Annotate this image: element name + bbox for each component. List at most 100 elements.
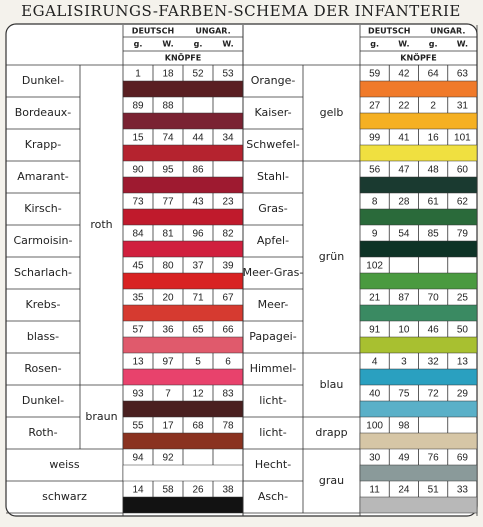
button-number: 13 [132, 357, 144, 368]
row-name: Apfel- [257, 234, 289, 247]
button-number: 31 [457, 101, 469, 112]
header-label: g. [370, 40, 379, 49]
button-number: 33 [457, 485, 469, 496]
header-label: DEUTSCH [132, 27, 174, 36]
button-number: 45 [132, 261, 144, 272]
group-label: grün [319, 250, 344, 263]
row-name: Rosen- [24, 362, 61, 375]
button-number: 68 [192, 421, 204, 432]
color-swatch [359, 336, 478, 354]
button-number: 9 [372, 229, 378, 240]
button-number: 3 [401, 357, 407, 368]
button-number: 28 [398, 197, 410, 208]
button-number: 7 [165, 389, 171, 400]
button-number: 98 [398, 421, 410, 432]
button-number: 72 [428, 389, 440, 400]
row-name: Meer- [258, 298, 289, 311]
button-number: 29 [457, 389, 469, 400]
button-number: 44 [192, 133, 204, 144]
button-number: 97 [162, 357, 174, 368]
row-name: licht- [259, 426, 286, 439]
group-label: drapp [315, 426, 347, 439]
header-label: DEUTSCH [368, 27, 410, 36]
button-number: 25 [457, 293, 469, 304]
button-number: 53 [222, 69, 234, 80]
row-name: Amarant- [17, 170, 69, 183]
button-number: 66 [222, 325, 234, 336]
button-number: 26 [192, 485, 204, 496]
button-number: 73 [132, 197, 144, 208]
color-swatch [122, 496, 244, 514]
button-number: 42 [398, 69, 410, 80]
color-swatch [359, 432, 478, 450]
button-number: 47 [398, 165, 410, 176]
button-number: 54 [398, 229, 410, 240]
color-swatch [359, 80, 478, 98]
row-name: Carmoisin- [14, 234, 73, 247]
row-name: Stahl- [257, 170, 289, 183]
button-number: 5 [195, 357, 201, 368]
color-swatch [122, 400, 244, 418]
button-number: 78 [222, 421, 234, 432]
row-name: Krapp- [25, 138, 61, 151]
button-number: 13 [457, 357, 469, 368]
color-swatch [122, 272, 244, 290]
row-name: Kirsch- [24, 202, 62, 215]
button-number: 102 [366, 261, 383, 272]
button-number: 94 [132, 453, 144, 464]
button-number: 83 [222, 389, 234, 400]
row-name: Himmel- [250, 362, 297, 375]
button-number: 86 [192, 165, 204, 176]
color-swatch [122, 368, 244, 386]
button-number: 71 [192, 293, 204, 304]
button-number: 64 [428, 69, 440, 80]
color-swatch [359, 240, 478, 258]
color-swatch [359, 272, 478, 290]
button-number: 84 [132, 229, 144, 240]
color-swatch [359, 144, 478, 162]
button-number: 39 [222, 261, 234, 272]
button-number: 50 [457, 325, 469, 336]
button-number: 38 [222, 485, 234, 496]
button-number: 18 [162, 69, 174, 80]
button-number: 23 [222, 197, 234, 208]
button-number: 79 [457, 229, 469, 240]
button-number: 60 [457, 165, 469, 176]
group-label: gelb [320, 106, 344, 119]
button-number: 48 [428, 165, 440, 176]
button-number: 12 [192, 389, 204, 400]
button-number: 14 [132, 485, 144, 496]
button-number: 49 [398, 453, 410, 464]
button-number: 67 [222, 293, 234, 304]
button-number: 55 [132, 421, 144, 432]
color-swatch [359, 496, 478, 514]
header-label: UNGAR. [195, 27, 230, 36]
color-swatch [122, 112, 244, 130]
color-swatch [359, 208, 478, 226]
row-name: Hecht- [255, 458, 291, 471]
row-name: Papagei- [249, 330, 296, 343]
header-label: KNÖPFE [165, 53, 202, 63]
button-number: 40 [369, 389, 381, 400]
button-number: 2 [430, 101, 436, 112]
group-label: roth [90, 218, 112, 231]
color-swatch [122, 336, 244, 354]
button-number: 62 [457, 197, 469, 208]
button-number: 87 [398, 293, 410, 304]
button-number: 1 [135, 69, 141, 80]
row-name: Dunkel- [22, 74, 64, 87]
button-number: 41 [398, 133, 410, 144]
title: EGALISIRUNGS-FARBEN-SCHEMA DER INFANTERI… [21, 2, 461, 20]
button-number: 99 [369, 133, 381, 144]
color-swatch [122, 208, 244, 226]
row-name: licht- [259, 394, 286, 407]
button-number: 81 [162, 229, 174, 240]
row-name: Asch- [258, 490, 288, 503]
button-number: 30 [369, 453, 381, 464]
button-number: 91 [369, 325, 381, 336]
row-name: weiss [49, 458, 80, 471]
color-swatch [359, 176, 478, 194]
button-number: 93 [132, 389, 144, 400]
color-swatch [122, 240, 244, 258]
button-number: 20 [162, 293, 174, 304]
